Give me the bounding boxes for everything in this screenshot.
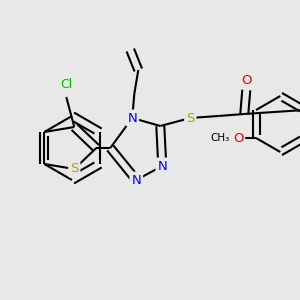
Text: N: N [158,160,167,172]
Text: CH₃: CH₃ [210,133,230,143]
Text: N: N [128,112,137,124]
Text: Cl: Cl [60,79,72,92]
Text: N: N [131,173,141,187]
Text: S: S [70,163,79,176]
Text: O: O [233,131,243,145]
Text: S: S [186,112,194,124]
Text: O: O [241,74,251,86]
